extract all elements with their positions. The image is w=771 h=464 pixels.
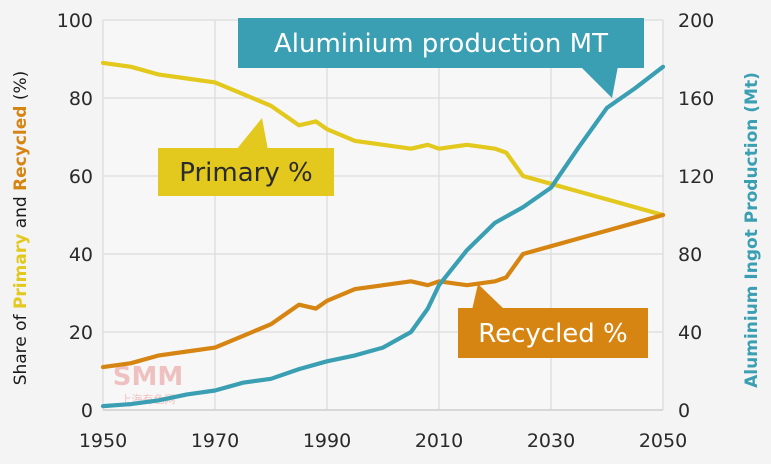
left-axis-ticks: 0 20 40 60 80 100 bbox=[57, 10, 93, 422]
watermark-logo-text: SMM bbox=[113, 362, 183, 392]
left-axis-label-part: Primary bbox=[11, 234, 31, 309]
left-axis-label-part: (%) bbox=[11, 71, 31, 106]
annotation-aluminium-pointer bbox=[580, 66, 618, 98]
x-tick-label: 1990 bbox=[303, 430, 351, 452]
annotation-recycled-pointer bbox=[472, 284, 505, 310]
annotation-aluminium-production: Aluminium production MT bbox=[238, 18, 644, 98]
x-tick-label: 1950 bbox=[79, 430, 127, 452]
annotation-primary: Primary % bbox=[158, 118, 334, 196]
right-axis-label: Aluminium Ingot Production (Mt) bbox=[742, 72, 762, 388]
left-axis-label-part: Share of bbox=[11, 309, 31, 385]
annotation-recycled-text: Recycled % bbox=[478, 319, 628, 349]
x-axis-ticks: 1950 1970 1990 2010 2030 2050 bbox=[79, 430, 687, 452]
left-tick-label: 20 bbox=[69, 322, 93, 344]
right-tick-label: 160 bbox=[678, 88, 714, 110]
right-tick-label: 120 bbox=[678, 166, 714, 188]
series-line-recycled bbox=[100, 212, 666, 370]
x-tick-label: 2010 bbox=[415, 430, 463, 452]
right-tick-label: 40 bbox=[678, 322, 702, 344]
left-axis-label: Share of Primary and Recycled (%) bbox=[11, 71, 31, 386]
left-tick-label: 60 bbox=[69, 166, 93, 188]
left-axis-label-part: Recycled bbox=[11, 106, 31, 191]
annotation-recycled: Recycled % bbox=[458, 284, 648, 358]
left-tick-label: 40 bbox=[69, 244, 93, 266]
left-tick-label: 0 bbox=[81, 400, 93, 422]
right-tick-label: 0 bbox=[678, 400, 690, 422]
right-tick-label: 80 bbox=[678, 244, 702, 266]
annotation-aluminium-text: Aluminium production MT bbox=[274, 29, 608, 59]
x-tick-label: 2050 bbox=[639, 430, 687, 452]
annotation-primary-pointer bbox=[236, 118, 268, 150]
x-tick-label: 2030 bbox=[527, 430, 575, 452]
x-tick-label: 1970 bbox=[191, 430, 239, 452]
left-tick-label: 80 bbox=[69, 88, 93, 110]
series-line-primary bbox=[100, 60, 666, 218]
annotation-aluminium-box bbox=[238, 18, 644, 68]
left-axis-label-part: and bbox=[11, 191, 31, 234]
annotation-primary-text: Primary % bbox=[179, 158, 312, 188]
annotation-recycled-box bbox=[458, 308, 648, 358]
series-line-aluminium-production-mt bbox=[100, 64, 666, 409]
annotation-primary-box bbox=[158, 148, 334, 196]
left-tick-label: 100 bbox=[57, 10, 93, 32]
right-axis-ticks: 0 40 80 120 160 200 bbox=[678, 10, 714, 422]
right-tick-label: 200 bbox=[678, 10, 714, 32]
